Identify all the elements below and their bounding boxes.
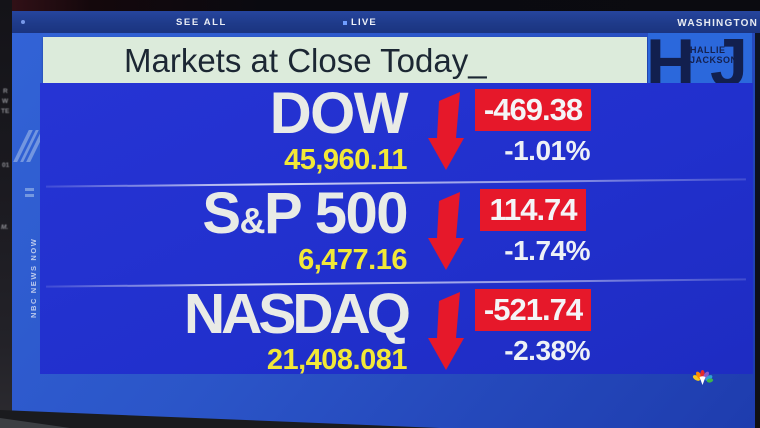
live-bullet-icon [343,20,347,25]
change-column: -469.38 -1.01% [458,89,608,167]
index-name: NASDAQ [183,282,411,346]
change-badge: -521.74 [474,289,592,331]
market-row-dow: DOW 45,960.11 -469.38 -1.01% [40,83,753,183]
correspondent-name: HALLIE JACKSON [690,45,738,65]
nav-dot-icon [21,20,25,24]
studio-text-fragment: TE [1,108,10,115]
rail-equals-icon [25,188,34,200]
studio-text-fragment: R [3,88,8,95]
studio-text-fragment: W [2,98,9,105]
change-column: -521.74 -2.38% [458,289,608,367]
down-arrow-icon [428,192,464,270]
tv-bezel [0,410,440,428]
markets-panel: DOW 45,960.11 -469.38 -1.01% S&P 500 6,4… [40,83,753,376]
page-title: Markets at Close Today_ [124,42,487,79]
index-value: 6,477.16 [298,244,407,276]
change-badge: 114.74 [480,189,586,231]
title-banner: Markets at Close Today_ [43,37,647,83]
live-label: LIVE [351,17,377,28]
channel-vertical-label: NBC NEWS NOW [29,237,38,318]
percent-change: -1.74% [504,235,590,266]
change-badge: -469.38 [474,89,592,131]
market-row-sp500: S&P 500 6,477.16 114.74 -1.74% [40,183,753,283]
index-name: S&P 500 [202,181,408,246]
down-arrow-icon [428,292,464,370]
index-value: 45,960.11 [284,144,407,176]
studio-right-edge [755,33,760,428]
studio-top-strip [0,0,760,11]
studio-left-strip: R W TE 01 M. [0,0,12,428]
percent-change: -1.01% [504,135,590,166]
percent-change: -2.38% [504,335,590,366]
index-name: DOW [269,81,409,146]
index-value: 21,408.081 [266,344,408,376]
change-column: 114.74 -1.74% [458,189,608,267]
studio-text-fragment: M. [1,224,9,231]
live-indicator: LIVE [343,17,377,28]
broadcast-navbar: SEE ALL LIVE WASHINGTON [8,11,760,33]
nbc-peacock-icon [692,370,714,385]
market-row-nasdaq: NASDAQ 21,408.081 -521.74 -2.38% [40,282,753,376]
see-all-label[interactable]: SEE ALL [176,17,227,28]
location-label: WASHINGTON [677,18,758,29]
studio-text-fragment: 01 [2,162,10,169]
down-arrow-icon [428,92,464,170]
tv-screen: NBC NEWS NOW Markets at Close Today_ H J… [12,33,755,428]
